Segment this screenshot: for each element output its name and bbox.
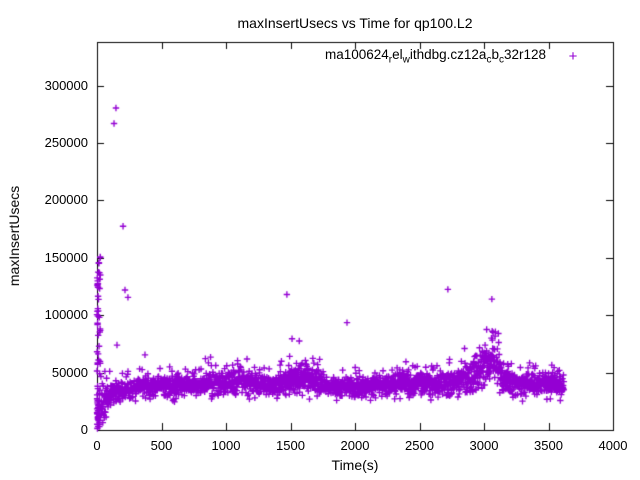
legend-label-segment: 32r128 [503,47,546,62]
legend-series-label: ma100624relwithdbg.cz12acbc32r128 [325,47,546,66]
legend-label-subscript: w [402,54,410,66]
x-tick-label: 0 [93,438,101,453]
chart-title: maxInsertUsecs vs Time for qp100.L2 [237,15,473,31]
x-axis-label: Time(s) [331,457,379,473]
legend-label-segment: b [491,47,499,62]
legend-label-segment: el [392,47,403,62]
y-tick-label: 250000 [44,135,88,151]
y-tick-label: 150000 [44,249,88,265]
x-tick-label: 2000 [340,438,370,453]
legend-label-subscript: c [486,54,492,66]
x-tick-label: 3500 [534,438,563,453]
x-tick-label: 1500 [276,438,305,453]
legend-entry: ma100624relwithdbg.cz12acbc32r128 + [325,47,580,66]
legend-label-subscript: c [498,54,504,66]
y-tick-label: 50000 [51,364,88,380]
y-tick-label: 200000 [44,192,88,208]
x-tick-label: 1000 [211,438,241,453]
x-tick-label: 500 [150,438,173,453]
legend-label-subscript: r [388,54,393,66]
y-tick-label: 100000 [44,307,88,323]
x-tick-label: 3000 [469,438,499,453]
y-tick-label: 0 [80,422,88,437]
x-tick-label: 2500 [405,438,434,453]
y-tick-label: 300000 [44,77,88,93]
x-tick-label: 4000 [598,438,628,453]
plus-marker-icon: + [568,47,578,65]
legend-label-segment: ma100624 [324,47,389,62]
legend-label-segment: ithdbg.cz12a [409,47,487,62]
